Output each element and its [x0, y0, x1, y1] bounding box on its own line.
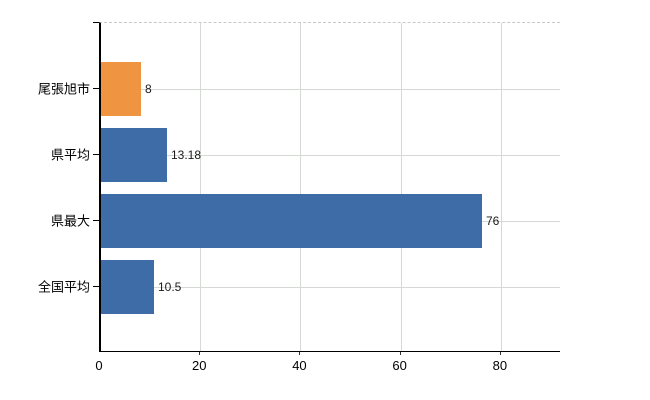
horizontal-gridline: [101, 287, 560, 288]
x-axis-tick-label: 0: [95, 358, 103, 373]
category-label: 全国平均: [37, 279, 90, 295]
bar-2: [101, 194, 482, 248]
bar-value-label: 8: [145, 82, 152, 96]
category-label: 尾張旭市: [37, 81, 90, 97]
x-axis-tick: [299, 352, 301, 355]
x-axis-tick-label: 40: [292, 358, 307, 373]
bar-value-label: 76: [486, 214, 500, 228]
bar-3: [101, 260, 154, 314]
vertical-gridline: [400, 23, 402, 351]
horizontal-gridline: [101, 155, 560, 156]
plot-area: 8 13.18 76 10.5: [99, 22, 560, 352]
horizontal-gridline: [101, 89, 560, 90]
category-label: 県平均: [50, 147, 90, 163]
y-axis-tick: [93, 286, 99, 287]
y-axis-tick: [93, 154, 99, 155]
y-axis-tick: [93, 88, 99, 89]
x-axis-tick: [199, 352, 201, 355]
vertical-gridline: [500, 23, 502, 351]
bar-1: [101, 128, 167, 182]
x-axis-tick-label: 60: [392, 358, 407, 373]
x-axis-tick: [499, 352, 501, 355]
bar-value-label: 10.5: [158, 280, 182, 294]
x-axis-tick: [399, 352, 401, 355]
bar-0: [101, 62, 141, 116]
y-axis-tick: [93, 220, 99, 221]
vertical-gridline: [300, 23, 302, 351]
vertical-gridline: [200, 23, 202, 351]
category-label: 県最大: [50, 213, 90, 229]
bar-value-label: 13.18: [171, 148, 202, 162]
y-axis-tick: [93, 22, 99, 23]
x-axis-tick-label: 20: [191, 358, 207, 373]
x-axis-tick-label: 80: [492, 358, 508, 373]
